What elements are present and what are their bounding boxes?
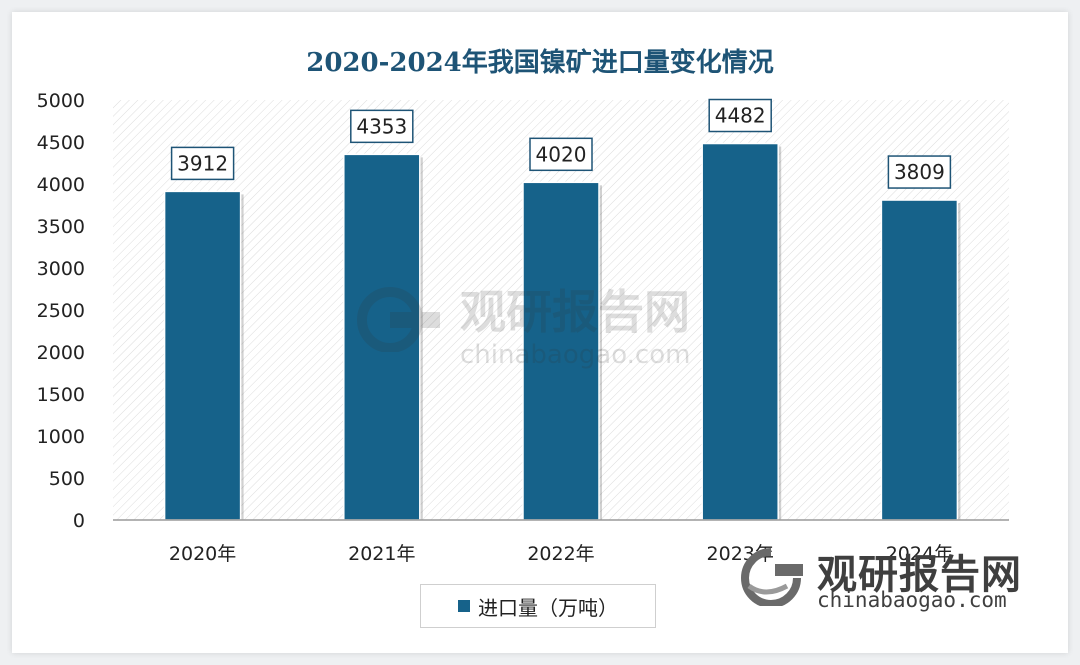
y-tick-label: 4000 xyxy=(37,174,85,196)
y-tick-label: 1000 xyxy=(37,426,85,448)
bar xyxy=(522,181,600,521)
chart-title: 2020-2024年我国镍矿进口量变化情况 xyxy=(306,48,774,78)
bar xyxy=(163,190,242,521)
data-label: 3809 xyxy=(894,160,945,184)
brand-url: chinabaogao.com xyxy=(817,588,1007,612)
data-label: 3912 xyxy=(177,151,228,175)
brand-logo: 观研报告网 chinabaogao.com xyxy=(735,540,1025,620)
x-tick-label: 2024年 xyxy=(886,543,953,565)
data-label-box xyxy=(350,109,414,144)
data-label-box xyxy=(708,98,772,133)
data-label: 4353 xyxy=(356,114,407,138)
x-tick-label: 2020年 xyxy=(169,543,236,565)
y-tick-label: 2500 xyxy=(37,300,85,322)
brand-name: 观研报告网 xyxy=(817,552,1022,598)
y-tick-label: 0 xyxy=(73,510,85,532)
brand-logo-icon xyxy=(741,548,803,606)
data-label-box xyxy=(170,146,235,181)
y-tick-label: 5000 xyxy=(37,90,85,112)
data-label-box xyxy=(887,155,952,189)
y-tick-label: 4500 xyxy=(37,132,85,154)
y-tick-label: 2000 xyxy=(37,342,85,364)
y-tick-label: 3500 xyxy=(37,216,85,238)
data-label: 4482 xyxy=(715,104,766,128)
data-label: 4020 xyxy=(536,142,587,166)
bar xyxy=(343,153,421,521)
x-tick-label: 2021年 xyxy=(348,543,415,565)
bar xyxy=(880,199,959,521)
legend-swatch xyxy=(458,600,470,612)
bar xyxy=(701,142,779,521)
y-tick-label: 500 xyxy=(49,468,85,490)
y-tick-label: 1500 xyxy=(37,384,85,406)
x-tick-label: 2022年 xyxy=(527,543,594,565)
y-tick-label: 3000 xyxy=(37,258,85,280)
chart-legend: 进口量（万吨） xyxy=(420,584,656,628)
data-label-box xyxy=(529,137,593,172)
legend-label: 进口量（万吨） xyxy=(478,595,618,620)
